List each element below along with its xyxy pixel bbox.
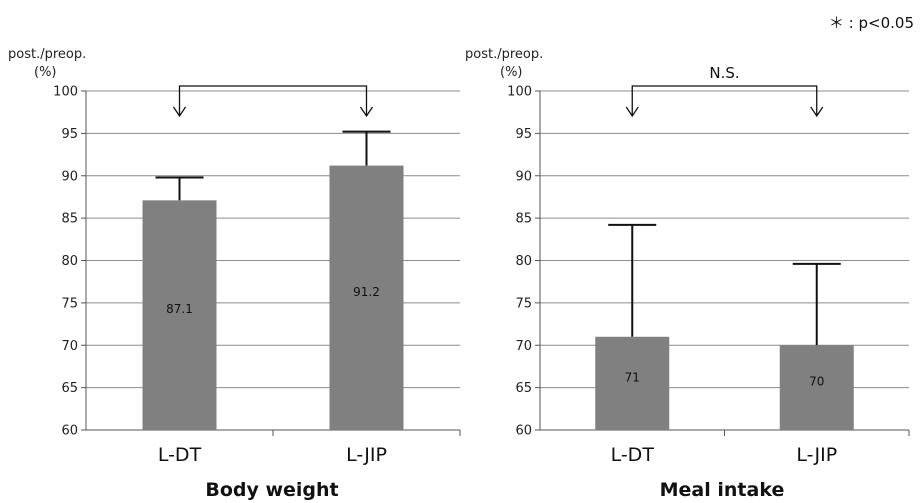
comparison-annotation: N.S. [709, 64, 739, 82]
arrow-head [359, 106, 374, 118]
bar-l-dt [142, 200, 217, 430]
y-tick-label: 65 [61, 381, 78, 396]
arrow-head [172, 106, 187, 118]
comparison-bracket [631, 85, 818, 116]
chart-title: Meal intake [660, 479, 785, 501]
x-category-label: L-JIP [796, 444, 837, 466]
chart-title: Body weight [205, 479, 338, 501]
y-tick-label: 70 [515, 339, 532, 354]
y-tick-label: 90 [515, 169, 532, 184]
y-tick-label: 75 [515, 296, 532, 311]
y-tick-label: 65 [515, 381, 532, 396]
y-tick-label: 80 [515, 254, 532, 269]
arrow-head [810, 106, 824, 118]
x-category-label: L-DT [158, 444, 202, 466]
significance-note: ＊ : p<0.05 [829, 14, 914, 32]
bar-value-label: 71 [625, 370, 640, 384]
bar-value-label: 87.1 [166, 302, 193, 316]
y-tick-label: 90 [61, 169, 78, 184]
arrow-head [625, 106, 639, 118]
y-axis-label-line1: post./preop. [8, 47, 86, 62]
y-tick-label: 100 [53, 85, 78, 100]
bar-l-jip [329, 165, 404, 430]
y-tick-label: 85 [61, 212, 78, 227]
y-tick-label: 75 [61, 296, 78, 311]
bar-l-dt [595, 336, 670, 430]
y-tick-label: 80 [61, 254, 78, 269]
x-category-label: L-JIP [346, 444, 387, 466]
meal-intake-chart: post./preop. (%) 60 65 70 75 80 85 90 95 100 71 L-… [465, 47, 910, 501]
bar-l-jip [779, 345, 854, 430]
y-tick-label: 85 [515, 212, 532, 227]
y-axis-label-line2: (%) [500, 65, 523, 80]
y-axis-label-line2: (%) [34, 65, 57, 80]
y-tick-label: 95 [515, 127, 532, 142]
bar-value-label: 70 [809, 375, 824, 389]
y-axis-label-line1: post./preop. [465, 47, 543, 62]
y-tick-label: 70 [61, 339, 78, 354]
y-tick-label: 60 [515, 424, 532, 439]
body-weight-chart: post./preop. (%) 60 65 70 75 80 85 90 95 100 87.1… [8, 47, 461, 501]
comparison-bracket [178, 85, 368, 116]
bar-value-label: 91.2 [353, 285, 380, 299]
y-tick-label: 95 [61, 127, 78, 142]
x-category-label: L-DT [611, 444, 655, 466]
y-tick-label: 100 [507, 85, 532, 100]
y-tick-label: 60 [61, 424, 78, 439]
